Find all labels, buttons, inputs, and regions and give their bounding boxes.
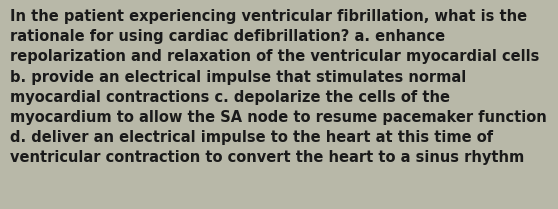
Text: In the patient experiencing ventricular fibrillation, what is the
rationale for : In the patient experiencing ventricular … [10, 9, 547, 165]
